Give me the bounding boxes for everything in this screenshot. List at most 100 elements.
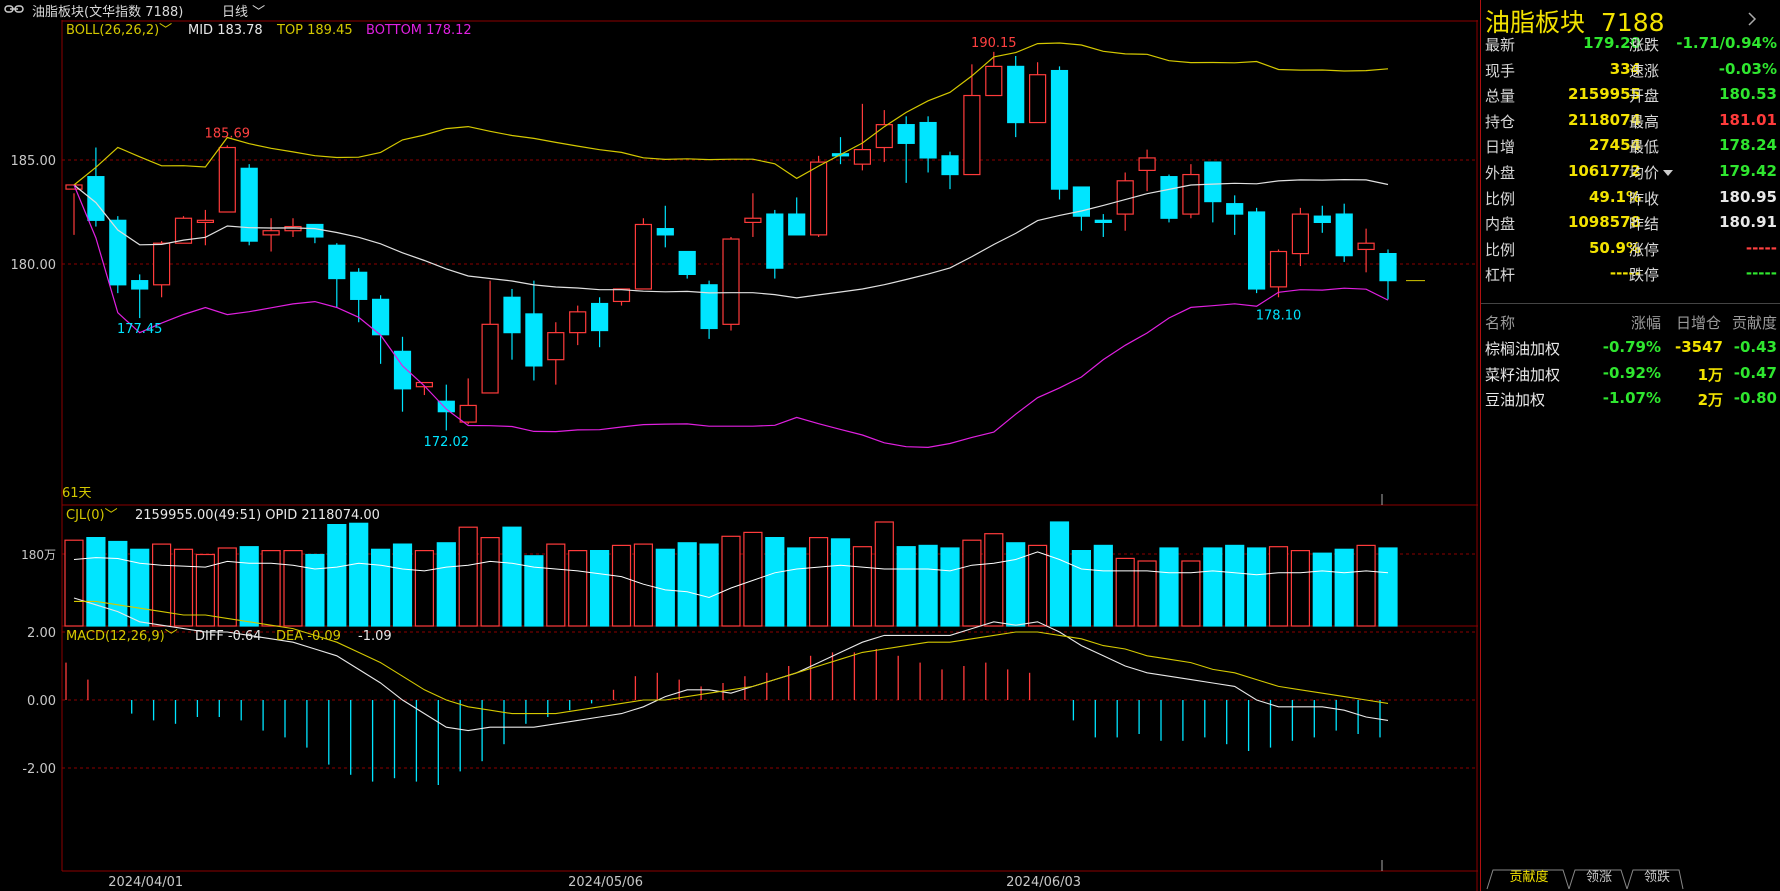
col-header-name[interactable]: 名称 [1485,314,1516,332]
volume-bar [1378,547,1398,627]
macd-dea-value: DEA -0.09 [276,629,341,644]
candle-body [1226,203,1244,215]
volume-axis-label: 180万 [21,548,56,562]
candle-body [1160,176,1178,219]
quote-value: 1061772 [1567,162,1641,180]
volume-bar [611,544,632,627]
candle-body [1247,211,1266,290]
kline-chart[interactable]: 185.00 180.00 180万 2.00 0.00 -2.00 BOLL(26,26,… [0,20,1478,891]
candle-body [853,149,872,165]
candle-body [174,217,193,244]
quote-label: 日增 [1485,138,1516,157]
volume-bar [984,533,1004,627]
candle-body [87,176,105,221]
candle-body [525,313,543,367]
volume-bar [677,542,697,627]
volume-bar [721,535,741,627]
candle-body [547,332,565,361]
quote-value: 180.95 [1719,187,1777,206]
boll-selector: BOLL(26,26,2)﹀ [66,23,172,38]
candle-body [941,155,959,176]
tab-contribution[interactable]: 贡献度 [1509,870,1549,885]
menu-chevron-icon[interactable] [1743,8,1765,30]
macd-axis-label: -2.00 [22,762,56,777]
quote-label: 昨结 [1629,215,1660,234]
member-oi-inc: -3547 [1675,338,1723,356]
volume-bar [414,549,434,627]
volume-bar [1312,552,1332,627]
date-label: 2024/05/06 [568,875,643,890]
volume-bar [589,549,610,627]
annotation-low1: 177.45 [117,322,163,337]
volume-bar [305,553,325,627]
quote-value: ----- [1745,264,1777,283]
candle-body [700,284,718,330]
candle-body [1291,213,1310,255]
volume-bar [1356,544,1376,627]
volume-bar [633,543,654,627]
candle-body [1050,69,1069,190]
candle-body [503,296,521,334]
volume-bar [1006,542,1026,627]
col-header-inc[interactable]: 日增仓 [1675,314,1721,332]
member-row[interactable]: 棕榈油加权 -0.79% -3547 -0.43 [1481,338,1780,362]
quote-label: 最高 [1629,112,1660,131]
quote-value: 50.9% [1588,238,1641,257]
annotation-low2: 172.02 [424,435,470,450]
caret-down-icon[interactable] [1663,170,1673,178]
volume-bar [940,547,960,627]
volume-bar [524,555,544,627]
candle-body [744,217,762,224]
tab-leading-up[interactable]: 领涨 [1585,870,1612,885]
member-row[interactable]: 菜籽油加权 -0.92% 1万 -0.47 [1481,364,1780,388]
volume-bar [896,546,916,627]
quote-value: 2118074 [1567,110,1641,129]
quote-label: 开盘 [1629,87,1660,106]
col-header-contrib[interactable]: 贡献度 [1731,314,1777,332]
candle-body [1313,215,1331,224]
quote-label: 涨停 [1629,240,1660,259]
member-row[interactable]: 豆油加权 -1.07% 2万 -0.80 [1481,389,1780,413]
link-icon[interactable] [4,3,24,15]
quote-panel: 油脂板块 7188 最新 179.20 涨跌 -1.71/0.94% 现手 334 速涨 -0… [1480,0,1780,891]
volume-bar [743,531,763,627]
annotation-low3: 178.10 [1256,309,1302,324]
col-header-chg[interactable]: 涨幅 [1630,314,1661,332]
volume-bar [130,548,150,627]
indicator-lines [73,42,1425,449]
volume-bar [546,543,566,627]
quote-title: 油脂板块 7188 [1485,8,1665,37]
macd-diff-value: DIFF -0.64 [195,629,262,644]
volume-bar [1181,560,1201,627]
boll-bottom-value: BOTTOM 178.12 [366,23,472,38]
volume-bar [1071,549,1092,627]
candle-body [1335,213,1353,257]
quote-value: ----- [1745,238,1777,257]
candle-body [1357,242,1375,251]
member-contrib: -0.47 [1733,363,1777,382]
chart-title-bar: 油脂板块(文华指数 7188) 日线 ﹀ [0,0,1478,20]
tab-leading-down[interactable]: 领跌 [1643,870,1670,885]
chevron-down-icon: ﹀ [248,5,266,20]
macd-value: -1.09 [358,629,392,644]
period-selector[interactable]: 日线 ﹀ [222,5,266,20]
member-name: 菜籽油加权 [1485,365,1561,384]
member-change: -0.79% [1602,338,1661,356]
macd-axis-label: 0.00 [27,694,56,709]
member-change: -0.92% [1602,363,1661,382]
volume-bar [1137,560,1157,627]
candle-body [612,288,631,303]
quote-label: 昨收 [1629,189,1660,208]
boll-top-line [73,42,1389,186]
candle-body [766,213,784,269]
volume-bar [502,526,522,627]
quote-label: 外盘 [1485,164,1516,182]
volume-bar [874,521,894,627]
candle-body [1138,157,1156,171]
candle-body [131,280,149,290]
quote-label: 最新 [1485,36,1516,54]
quote-label: 持仓 [1485,112,1516,131]
volume-bar [1290,549,1311,627]
member-oi-inc: 2万 [1697,391,1723,409]
candle-body [218,146,236,213]
